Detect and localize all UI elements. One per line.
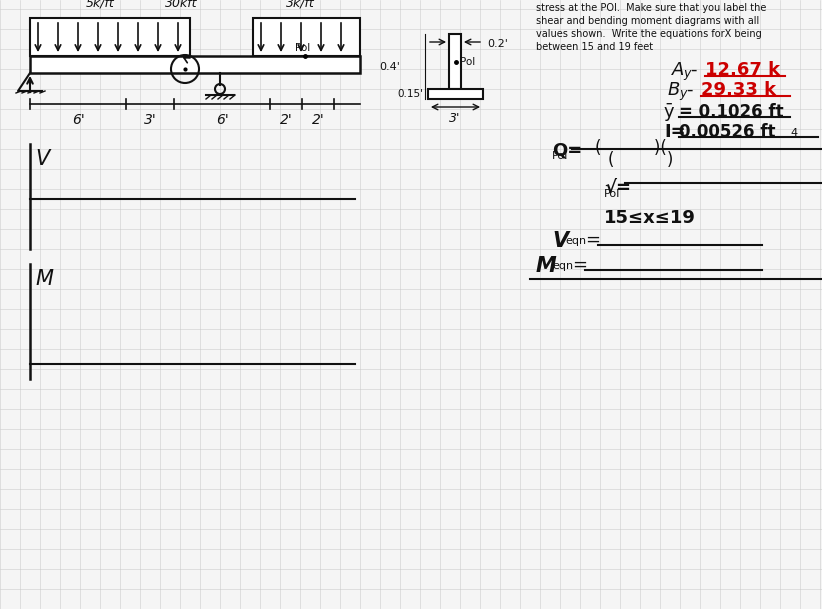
Text: Q=: Q= xyxy=(552,141,582,159)
Text: A: A xyxy=(672,61,685,79)
Text: eqn: eqn xyxy=(565,236,586,246)
Bar xyxy=(253,18,360,56)
Bar xyxy=(428,89,483,99)
Bar xyxy=(30,18,190,56)
Text: PoI: PoI xyxy=(604,189,621,199)
Text: = 0.1026 ft: = 0.1026 ft xyxy=(679,103,783,121)
Text: -: - xyxy=(687,81,700,99)
Text: between 15 and 19 feet: between 15 and 19 feet xyxy=(536,42,653,52)
Text: 15≤x≤19: 15≤x≤19 xyxy=(604,209,696,227)
Text: stress at the POI.  Make sure that you label the: stress at the POI. Make sure that you la… xyxy=(536,3,766,13)
Text: 29.33 k: 29.33 k xyxy=(701,81,776,99)
Text: 0.15': 0.15' xyxy=(397,89,423,99)
Text: -: - xyxy=(691,61,704,79)
Text: PoI: PoI xyxy=(295,43,310,53)
Text: √=: √= xyxy=(604,179,631,197)
Text: 3': 3' xyxy=(450,112,460,125)
Text: 0.00526 ft: 0.00526 ft xyxy=(679,123,775,141)
Text: y: y xyxy=(679,87,686,100)
Text: shear and bending moment diagrams with all: shear and bending moment diagrams with a… xyxy=(536,16,760,26)
Text: y: y xyxy=(683,67,690,80)
Text: 2': 2' xyxy=(312,113,325,127)
Text: V: V xyxy=(552,231,568,251)
Text: PoI: PoI xyxy=(460,57,475,67)
Text: 30kft: 30kft xyxy=(165,0,197,10)
Text: (          ): ( ) xyxy=(608,151,673,169)
Text: 6': 6' xyxy=(72,113,85,127)
Text: 3k/ft: 3k/ft xyxy=(285,0,314,10)
Text: M: M xyxy=(536,256,556,276)
Text: B: B xyxy=(668,81,681,99)
Text: ȳ: ȳ xyxy=(664,103,675,121)
Text: 12.67 k: 12.67 k xyxy=(705,61,780,79)
Text: V: V xyxy=(35,149,49,169)
Text: =: = xyxy=(572,256,587,274)
Text: values shown.  Write the equations forX being: values shown. Write the equations forX b… xyxy=(536,29,762,39)
Text: M: M xyxy=(35,269,53,289)
Text: 2': 2' xyxy=(279,113,293,127)
Bar xyxy=(449,34,461,89)
Text: eqn: eqn xyxy=(552,261,573,271)
Text: (          )(: ( )( xyxy=(595,139,667,157)
Text: 5k/ft: 5k/ft xyxy=(85,0,114,10)
Bar xyxy=(30,56,360,73)
Text: 3': 3' xyxy=(144,113,156,127)
Text: 0.4': 0.4' xyxy=(379,62,400,71)
Text: 4: 4 xyxy=(790,128,797,138)
Text: 0.2': 0.2' xyxy=(487,39,508,49)
Text: PoI: PoI xyxy=(552,151,568,161)
Text: I=: I= xyxy=(664,123,686,141)
Text: 6': 6' xyxy=(215,113,229,127)
Text: =: = xyxy=(585,231,600,249)
